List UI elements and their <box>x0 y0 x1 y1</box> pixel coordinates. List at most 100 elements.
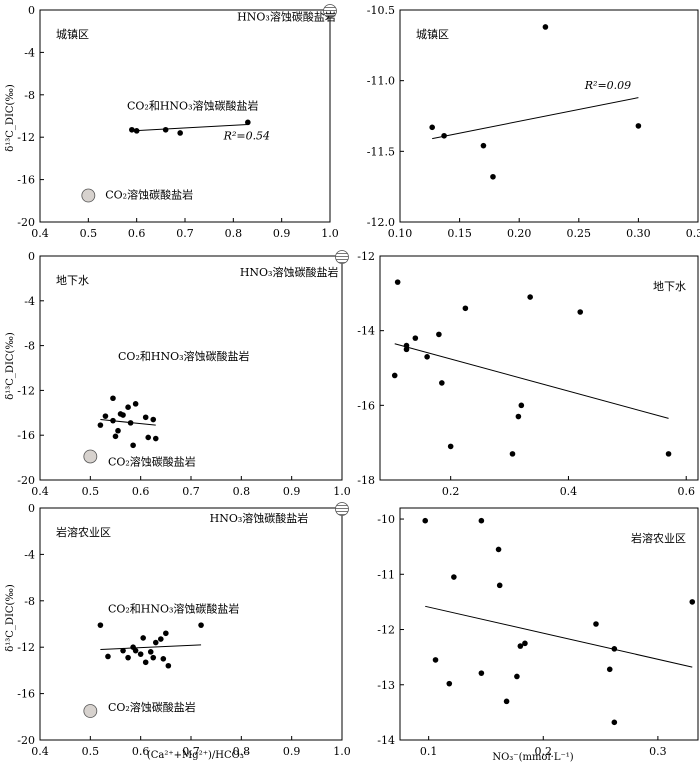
region-label: 城镇区 <box>416 27 449 41</box>
data-point <box>518 402 525 409</box>
x-tick-label: 0.5 <box>82 745 100 758</box>
data-point <box>429 124 435 131</box>
y-axis-title-groundwater: δ¹³C_DIC(‰) <box>5 332 16 400</box>
panel-karst-nitrate: -10 -11 -12 -13 -14 0.1 0.2 0.3 岩溶农业区 <box>377 507 699 758</box>
data-point <box>127 420 134 426</box>
x-tick-label: 0.6 <box>677 485 695 498</box>
data-point <box>129 126 135 133</box>
data-point <box>611 719 618 726</box>
data-point <box>439 380 445 386</box>
data-point <box>490 173 496 180</box>
x-tick-label: 0.6 <box>128 227 146 240</box>
y-tick-label: -4 <box>24 295 35 308</box>
data-point <box>158 636 164 642</box>
y-tick-label: -8 <box>24 89 35 102</box>
y-axis-title-karst: δ¹³C_DIC(‰) <box>5 584 16 652</box>
data-point <box>97 422 104 428</box>
x-axis-title-right: NO₃⁻(mmol·L⁻¹) <box>492 752 573 763</box>
co2-endmember-marker <box>83 704 98 718</box>
y-tick-label: -16 <box>17 429 35 442</box>
data-point <box>495 546 502 553</box>
data-point <box>611 646 618 652</box>
hno3-endmember-marker <box>335 502 349 516</box>
panel-groundwater-nitrate: -12 -14 -16 -18 0.2 0.4 0.6 地下水 <box>357 250 699 498</box>
plot-frame <box>39 255 343 481</box>
r-squared-label: R²=0.54 <box>223 129 270 142</box>
annotation-label: HNO₃溶蚀碳酸盐岩 <box>240 265 339 279</box>
y-tick-label: -12 <box>17 384 35 397</box>
y-tick-label: -16 <box>17 688 35 701</box>
panel-karst-ratio: 0 -4 -8 -12 -16 -200.4 0.5 0.6 0.7 0.8 0.9 1.0 岩溶农业区… <box>17 502 350 758</box>
data-point <box>102 413 109 419</box>
data-point <box>198 622 204 628</box>
x-tick-label: 0.4 <box>560 485 578 498</box>
y-tick-label: -12 <box>377 624 395 637</box>
data-point <box>496 582 503 589</box>
x-tick-label: 1.0 <box>321 227 339 240</box>
plot-frame <box>399 507 699 741</box>
data-point <box>441 132 447 139</box>
x-tick-label: 0.9 <box>283 745 301 758</box>
x-tick-label: 0.30 <box>626 227 651 240</box>
hno3-endmember-marker <box>323 4 337 18</box>
data-point <box>115 427 121 434</box>
y-tick-label: -8 <box>24 595 35 608</box>
data-point <box>137 651 144 657</box>
annotation-label: CO₂溶蚀碳酸盐岩 <box>105 188 193 202</box>
data-point <box>110 417 116 424</box>
data-point <box>160 656 167 662</box>
data-point <box>162 126 169 133</box>
data-point <box>110 395 116 402</box>
data-point <box>112 433 119 440</box>
data-point <box>132 647 139 654</box>
annotation-label: HNO₃溶蚀碳酸盐岩 <box>210 511 309 525</box>
y-tick-label: -20 <box>17 216 35 229</box>
data-point <box>97 622 104 628</box>
x-tick-label: 0.6 <box>132 745 150 758</box>
data-point <box>462 305 469 312</box>
annotation-label: HNO₃溶蚀碳酸盐岩 <box>237 10 336 24</box>
y-tick-label: -11.0 <box>367 75 395 88</box>
x-tick-label: 0.35 <box>686 227 700 240</box>
panel-groundwater-ratio: 0 -4 -8 -12 -16 -200.4 0.5 0.6 0.7 0.8 0.9 1.0 地下水 HN… <box>17 250 350 498</box>
y-tick-label: -14 <box>377 734 395 747</box>
x-tick-label: 0.8 <box>233 745 251 758</box>
region-label: 岩溶农业区 <box>56 525 111 539</box>
y-tick-label: -20 <box>17 734 35 747</box>
data-point <box>412 335 419 341</box>
x-tick-label: 0.7 <box>176 227 194 240</box>
data-point <box>403 342 410 349</box>
y-tick-label: -11.5 <box>367 145 395 158</box>
hno3-endmember-marker <box>335 250 349 264</box>
data-point <box>125 404 131 411</box>
data-point <box>145 434 152 441</box>
data-point <box>422 517 429 524</box>
x-tick-label: 0.15 <box>447 227 472 240</box>
data-point <box>606 666 613 673</box>
annotation-label: CO₂和HNO₃溶蚀碳酸盐岩 <box>108 601 240 615</box>
x-tick-label: 0.9 <box>273 227 291 240</box>
data-point <box>689 599 696 605</box>
data-point <box>447 443 454 450</box>
x-tick-label: 0.8 <box>233 485 251 498</box>
data-point <box>432 657 439 663</box>
data-point <box>478 670 485 676</box>
data-point <box>436 331 442 338</box>
data-point <box>163 630 169 637</box>
annotation-label: CO₂溶蚀碳酸盐岩 <box>108 700 196 714</box>
data-point <box>391 372 398 379</box>
region-label: 城镇区 <box>56 27 89 41</box>
data-point <box>120 412 126 418</box>
data-point <box>165 662 172 669</box>
data-point <box>142 414 149 421</box>
x-tick-label: 1.0 <box>333 745 351 758</box>
x-tick-label: 0.4 <box>31 745 49 758</box>
data-point <box>509 451 516 457</box>
data-point <box>152 435 159 442</box>
x-tick-label: 0.9 <box>283 485 301 498</box>
trendline <box>394 343 669 419</box>
data-point <box>130 442 136 449</box>
x-tick-label: 0.2 <box>442 485 460 498</box>
y-tick-label: 0 <box>28 250 35 263</box>
